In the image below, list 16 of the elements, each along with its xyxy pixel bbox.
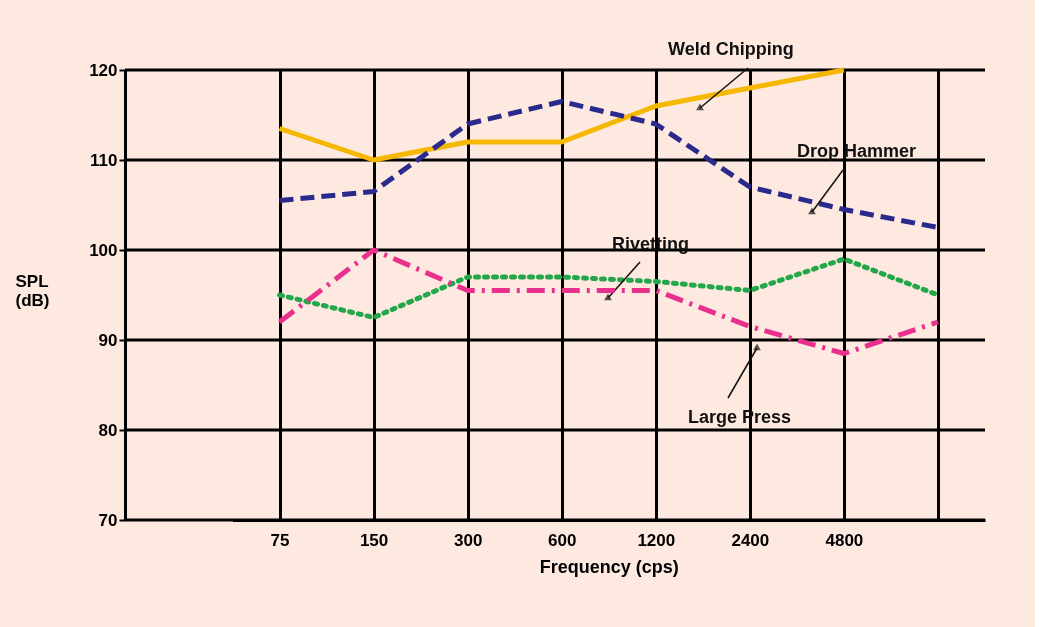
x-tick-label: 300 <box>453 530 483 550</box>
y-tick-label: 100 <box>89 240 118 260</box>
x-tick-label: 600 <box>548 530 577 550</box>
x-tick-label: 1200 <box>637 530 676 550</box>
y-tick-label: 80 <box>98 420 118 440</box>
x-tick-label: 75 <box>270 530 290 550</box>
y-axis-title: SPL (dB) <box>15 272 50 310</box>
series-label: Weld Chipping <box>668 39 794 59</box>
y-tick-label: 120 <box>89 60 118 80</box>
x-tick-label: 4800 <box>825 530 864 550</box>
y-tick-label: 110 <box>90 150 118 170</box>
x-tick-label: 2400 <box>731 530 770 550</box>
x-tick-label: 150 <box>359 530 389 550</box>
x-axis-title: Frequency (cps) <box>539 556 679 577</box>
y-tick-label: 90 <box>98 330 118 350</box>
y-tick-label: 70 <box>98 510 118 530</box>
